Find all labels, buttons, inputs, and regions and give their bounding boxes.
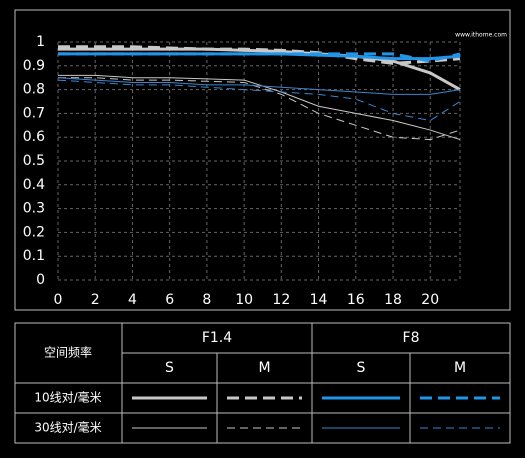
chart-frame: [14, 9, 511, 311]
x-tick-label: 2: [91, 292, 100, 308]
y-tick-label: 0.9: [23, 58, 45, 74]
mtf-line: [58, 52, 461, 63]
position-label: S: [357, 360, 366, 376]
row-label: 10线对/毫米: [34, 390, 101, 405]
x-tick-label: 0: [54, 292, 63, 308]
position-label: S: [165, 360, 174, 376]
y-tick-label: 0.1: [23, 248, 45, 264]
mtf-line: [58, 77, 461, 141]
x-tick-label: 18: [384, 292, 402, 308]
mtf-line: [57, 77, 461, 95]
x-tick-label: 12: [272, 292, 290, 308]
x-tick-label: 8: [202, 292, 211, 308]
x-tick-label: 16: [347, 292, 365, 308]
x-tick-label: 10: [235, 292, 253, 308]
y-tick-label: 0.3: [23, 201, 45, 217]
mtf-line: [57, 79, 461, 122]
y-tick-label: 0: [36, 272, 45, 288]
mtf-line: [58, 74, 461, 141]
y-tick-label: 0.6: [23, 129, 45, 145]
x-tick-label: 20: [421, 292, 439, 308]
aperture-label: F8: [403, 330, 420, 346]
y-tick-label: 0.7: [23, 105, 45, 121]
row-label: 30线对/毫米: [34, 420, 101, 435]
watermark: www.ithome.com: [455, 32, 507, 39]
position-label: M: [258, 360, 270, 376]
y-tick-label: 0.5: [23, 153, 45, 169]
position-label: M: [454, 360, 466, 376]
table-header: 空间频率: [44, 345, 92, 360]
x-tick-label: 4: [128, 292, 137, 308]
x-tick-label: 6: [165, 292, 174, 308]
y-tick-label: 0.8: [23, 82, 45, 98]
y-tick-label: 0.4: [23, 177, 45, 193]
aperture-label: F1.4: [202, 330, 232, 346]
y-tick-label: 1: [36, 34, 45, 50]
mtf-line: [58, 45, 461, 65]
y-tick-label: 0.2: [23, 224, 45, 240]
x-tick-label: 14: [310, 292, 328, 308]
